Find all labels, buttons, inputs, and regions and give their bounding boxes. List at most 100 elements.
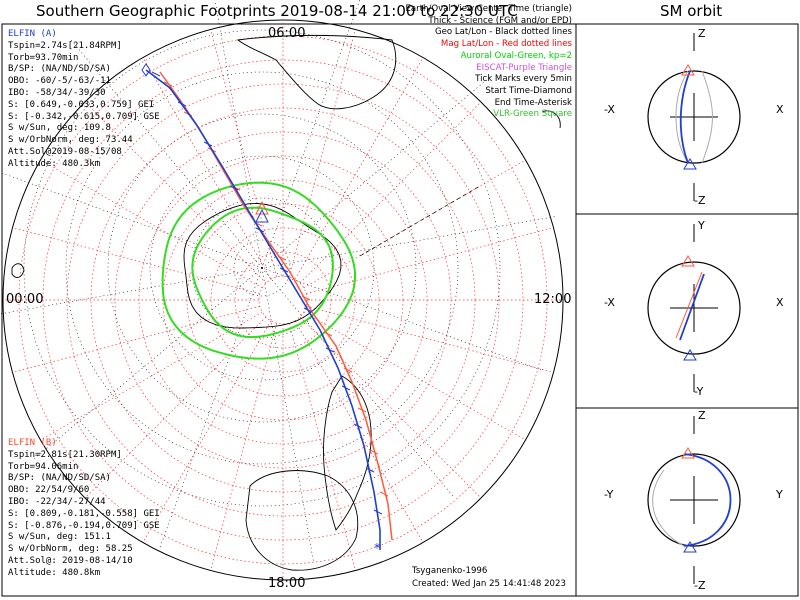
model-label: Tsyganenko-1996 [412, 566, 488, 576]
legend-entry: Auroral Oval-Green, kp=2 [460, 50, 572, 61]
elfin-a-center-triangle [255, 208, 269, 223]
earth-outline [647, 70, 741, 164]
hour-label-bottom: 18:00 [268, 576, 306, 591]
orbit-b-marker [681, 255, 695, 267]
orbit-frame-1 [575, 23, 799, 215]
hour-label-right: 12:00 [534, 292, 572, 307]
mag-lon-line [306, 227, 554, 295]
hour-label-left: 00:00 [6, 292, 44, 307]
mag-lon-line [142, 57, 272, 280]
elfin-a-line: Torb=93.70min [8, 52, 79, 63]
elfin-a-line: S w/OrbNorm, deg: 73.44 [8, 135, 133, 146]
mag-lat-circle [210, 227, 356, 373]
elfin-b-tick [369, 449, 379, 455]
mag-lon-line [299, 316, 482, 499]
elfin-a-tick [229, 185, 239, 191]
geo-lon-line [261, 267, 315, 564]
elfin-a-tick [255, 227, 265, 233]
mag-lat-circle [114, 131, 452, 469]
elfin-b-line: S w/OrbNorm, deg: 58.25 [8, 544, 133, 555]
mag-lon-line [294, 57, 424, 280]
elfin-a-tick [303, 307, 313, 313]
mag-lon-line [288, 29, 356, 277]
elfin-b-center-triangle [255, 200, 269, 215]
orbit3-right: Y [776, 488, 783, 501]
orbit-a [683, 453, 732, 547]
mag-lon-line [12, 305, 260, 373]
elfin-a-end-asterisk: * [374, 541, 380, 555]
elfin-a-tick [203, 141, 213, 147]
mag-lon-line [12, 227, 260, 295]
elfin-b-line: Torb=94.06min [8, 461, 79, 472]
mag-lat-circle [234, 251, 332, 349]
orbit2-top: Y [698, 219, 705, 232]
auroral-oval-inner [191, 206, 334, 339]
legend-entry: End Time-Asterisk [494, 97, 572, 108]
nz-coast [541, 110, 561, 129]
orbit-b-near [701, 70, 713, 164]
elfin-b-line: Tspin=2.81s[21.30RPM] [8, 449, 122, 460]
orbit1-right: X [776, 103, 784, 116]
mag-lon-line [306, 305, 554, 373]
elfin-a-line: Altitude: 480.3km [8, 158, 101, 169]
legend-entry: Tick Marks every 5min [475, 74, 572, 85]
orbit-a [679, 273, 705, 341]
geo-lon-line [261, 267, 544, 372]
orbit1-bottom: -Z [694, 194, 706, 207]
mag-lon-line [84, 101, 267, 284]
orbit-frame-3 [575, 407, 799, 597]
elfin-b-tick [323, 331, 333, 337]
orbit3-top: Z [698, 409, 706, 422]
elfin-b-line: S w/Sun, deg: 151.1 [8, 532, 111, 543]
elfin-b-line: S: [0.809,-0.181,-0.558] GEI [8, 508, 160, 519]
mag-lat-circle [258, 275, 308, 325]
elfin-a-line: Att.Sol@2019-08-15/08 [8, 146, 122, 157]
legend-entry: Thick - Science (FGM and/or EPD) [428, 15, 572, 26]
elfin-b-tick [343, 367, 353, 373]
mag-lon-line [303, 311, 526, 441]
elfin-a-tick [279, 267, 289, 273]
mag-lon-line [210, 323, 278, 571]
elfin-a-tick [353, 423, 363, 429]
mag-lon-line [142, 320, 272, 543]
elfin-b-line: B/SP: (NA/ND/SD/SA) [8, 473, 111, 484]
orbit-panels [647, 33, 741, 584]
elfin-a-line: S: [-0.342,-0.615,0.709] GSE [8, 111, 160, 122]
mag-lon-line [40, 159, 263, 289]
elfin-b-tick [277, 255, 287, 261]
legend-entry: Earth/Oval View Center Time (triangle) [405, 4, 572, 14]
elfin-a-line: S w/Sun, deg: 109.8 [8, 123, 111, 134]
elfin-b-line: Att.Sol@: 2019-08-14/10 [8, 555, 133, 566]
mag-lon-line [210, 29, 278, 277]
mag-lon-line [288, 323, 356, 571]
elfin-b-tick [357, 407, 367, 413]
geo-lat-circle [233, 239, 291, 297]
elfin-a-tick [365, 467, 375, 473]
africa-coast [245, 470, 359, 571]
elfin-b-line: S: [-0.876,-0.194,0.709] GSE [8, 520, 160, 531]
elfin-a-tick [341, 385, 351, 391]
geo-lon-line [31, 267, 263, 461]
orbit1-left: -X [604, 103, 615, 116]
legend-entry: EISCAT-Purple Triangle [476, 62, 572, 73]
orbit-a [679, 70, 691, 164]
orbit-a-marker [683, 541, 697, 553]
legend-entry: Geo Lat/Lon - Black dotted lines [434, 27, 572, 38]
geo-lon-line [261, 267, 455, 499]
orbit1-top: Z [698, 27, 706, 40]
orbit-b-marker [681, 64, 695, 76]
elfin-a-line: Tspin=2.74s[21.84RPM] [8, 40, 122, 51]
island-coast [11, 263, 25, 278]
elfin-b-line: OBO: 22/54/9/60 [8, 485, 90, 496]
dashed-meridian [359, 185, 481, 257]
elfin-b-tick [379, 491, 389, 497]
elfin-a-tick [177, 101, 187, 107]
orbit-a-marker [683, 158, 697, 170]
elfin-b-info: ELFIN (B) Tspin=2.81s[21.30RPM] Torb=94.… [8, 438, 160, 580]
hour-label-top: 06:00 [268, 26, 306, 41]
elfin-b-tick [163, 81, 173, 87]
elfin-a-line: S: [0.649,-0.033,0.759] GEI [8, 99, 155, 110]
elfin-b-header: ELFIN (B) [8, 438, 57, 448]
